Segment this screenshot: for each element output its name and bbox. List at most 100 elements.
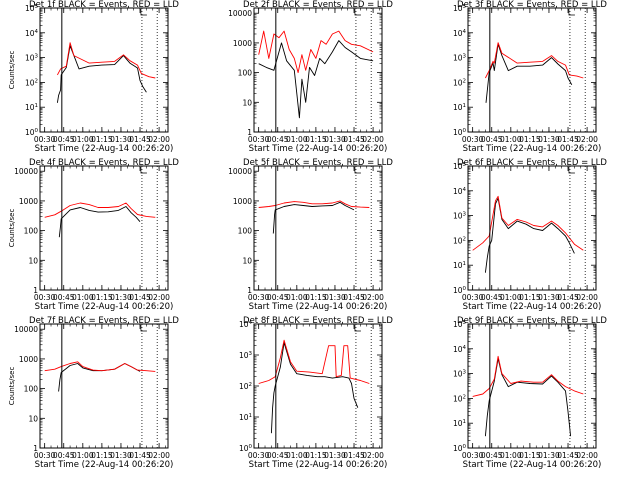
y-tick-label: 105 bbox=[453, 162, 467, 171]
detector-panel: Det 3f BLACK = Events, RED = LLD 100 101 10… bbox=[453, 0, 607, 154]
x-tick-label: 01:00 bbox=[286, 451, 308, 460]
x-axis-label: Start Time (22-Aug-14 00:26:20) bbox=[35, 144, 174, 154]
plot-frame bbox=[253, 323, 383, 449]
x-tick-label: 00:30 bbox=[462, 293, 484, 302]
y-tick-label: 104 bbox=[453, 187, 467, 196]
panel-title: Det 2f BLACK = Events, RED = LLD bbox=[243, 0, 393, 10]
y-tick-label: 102 bbox=[453, 394, 466, 403]
y-tick-label: 10000 bbox=[228, 9, 252, 18]
y-tick-label: 10000 bbox=[14, 167, 38, 176]
x-tick-label: 01:45 bbox=[129, 451, 151, 460]
x-tick-label: 01:00 bbox=[286, 135, 308, 144]
y-tick-label: 10 bbox=[242, 256, 252, 265]
series-line-lld bbox=[44, 202, 156, 218]
y-tick-label: 100 bbox=[453, 444, 467, 453]
x-tick-label: 01:30 bbox=[110, 293, 132, 302]
series-line-events bbox=[270, 342, 359, 434]
detector-panel: Det 9f BLACK = Events, RED = LLD 100 101 10… bbox=[453, 316, 607, 470]
x-tick-label: 00:30 bbox=[34, 293, 56, 302]
x-tick-label: 01:00 bbox=[72, 451, 94, 460]
x-axis-label: Start Time (22-Aug-14 00:26:20) bbox=[463, 144, 602, 154]
marker-flag bbox=[354, 167, 361, 174]
x-tick-label: 00:45 bbox=[53, 451, 75, 460]
panel-title: Det 8f BLACK = Events, RED = LLD bbox=[243, 316, 393, 326]
y-tick-label: 100 bbox=[239, 444, 253, 453]
plot-frame bbox=[253, 7, 383, 133]
series-line-lld bbox=[484, 42, 584, 79]
panel-title: Det 6f BLACK = Events, RED = LLD bbox=[457, 158, 607, 168]
x-tick-label: 01:45 bbox=[343, 293, 365, 302]
x-tick-label: 01:15 bbox=[91, 451, 113, 460]
x-tick-label: 01:15 bbox=[305, 451, 327, 460]
y-tick-label: 10 bbox=[28, 414, 38, 423]
x-tick-label: 01:30 bbox=[324, 451, 346, 460]
y-tick-label: 102 bbox=[239, 382, 252, 391]
x-tick-label: 00:30 bbox=[462, 451, 484, 460]
x-tick-label: 00:45 bbox=[267, 451, 289, 460]
y-tick-label: 103 bbox=[453, 212, 467, 221]
detector-panel: Det 2f BLACK = Events, RED = LLD 1 10 100 10… bbox=[228, 0, 393, 154]
series-line-events bbox=[58, 206, 141, 238]
y-tick-label: 102 bbox=[453, 78, 466, 87]
marker-flag bbox=[140, 167, 147, 174]
marker-flag bbox=[568, 325, 575, 332]
y-tick-label: 101 bbox=[453, 261, 466, 270]
series-line-events bbox=[58, 363, 141, 392]
x-tick-label: 01:00 bbox=[500, 293, 522, 302]
y-tick-label: 100 bbox=[24, 385, 39, 394]
x-axis-label: Start Time (22-Aug-14 00:26:20) bbox=[249, 144, 388, 154]
x-tick-label: 00:45 bbox=[53, 135, 75, 144]
y-tick-label: 1000 bbox=[19, 355, 38, 364]
x-tick-label: 01:00 bbox=[72, 135, 94, 144]
x-tick-label: 01:45 bbox=[343, 135, 365, 144]
plot-frame bbox=[467, 165, 597, 291]
y-tick-label: 103 bbox=[25, 54, 39, 63]
x-tick-label: 01:15 bbox=[91, 135, 113, 144]
y-tick-label: 101 bbox=[25, 103, 38, 112]
x-tick-label: 01:00 bbox=[72, 293, 94, 302]
y-tick-label: 103 bbox=[239, 351, 253, 360]
y-tick-label: 1000 bbox=[19, 197, 38, 206]
x-axis-label: Start Time (22-Aug-14 00:26:20) bbox=[35, 460, 174, 470]
y-tick-label: 100 bbox=[25, 128, 39, 137]
plot-frame bbox=[39, 165, 169, 291]
plot-frame bbox=[467, 7, 597, 133]
x-tick-label: 01:15 bbox=[305, 293, 327, 302]
y-tick-label: 104 bbox=[453, 29, 467, 38]
x-tick-label: 01:30 bbox=[538, 293, 560, 302]
y-tick-label: 1 bbox=[247, 286, 252, 295]
marker-flag bbox=[568, 9, 575, 16]
x-tick-label: 00:45 bbox=[481, 293, 503, 302]
marker-flag bbox=[568, 167, 575, 174]
y-tick-label: 100 bbox=[238, 227, 253, 236]
series-line-events bbox=[484, 197, 575, 273]
y-axis-label: Counts/sec bbox=[8, 367, 16, 406]
y-tick-label: 105 bbox=[453, 320, 467, 329]
marker-flag bbox=[140, 325, 147, 332]
x-tick-label: 00:45 bbox=[481, 451, 503, 460]
x-tick-label: 01:45 bbox=[343, 451, 365, 460]
x-tick-label: 00:45 bbox=[53, 293, 75, 302]
series-line-events bbox=[258, 40, 374, 119]
y-tick-label: 104 bbox=[239, 320, 253, 329]
marker-flag bbox=[354, 9, 361, 16]
series-line-events bbox=[484, 358, 572, 437]
x-tick-label: 00:30 bbox=[462, 135, 484, 144]
x-tick-label: 01:15 bbox=[91, 293, 113, 302]
plot-frame bbox=[467, 323, 597, 449]
series-line-lld bbox=[44, 361, 156, 372]
detector-panel: Det 5f BLACK = Events, RED = LLD 1 10 100 10… bbox=[228, 158, 393, 312]
x-tick-label: 02:00 bbox=[148, 135, 170, 144]
x-tick-label: 01:30 bbox=[110, 451, 132, 460]
detector-panel: Det 8f BLACK = Events, RED = LLD 100 101 10… bbox=[239, 316, 393, 470]
y-tick-label: 103 bbox=[453, 54, 467, 63]
y-axis-label: Counts/sec bbox=[8, 209, 16, 248]
detector-panel: Det 4f BLACK = Events, RED = LLD 1 10 100 10… bbox=[8, 158, 179, 312]
plot-frame bbox=[253, 165, 383, 291]
y-axis-label: Counts/sec bbox=[8, 51, 16, 90]
x-tick-label: 01:45 bbox=[557, 135, 579, 144]
y-tick-label: 104 bbox=[453, 345, 467, 354]
x-axis-label: Start Time (22-Aug-14 00:26:20) bbox=[463, 302, 602, 312]
x-tick-label: 02:00 bbox=[576, 293, 598, 302]
y-tick-label: 104 bbox=[25, 29, 39, 38]
